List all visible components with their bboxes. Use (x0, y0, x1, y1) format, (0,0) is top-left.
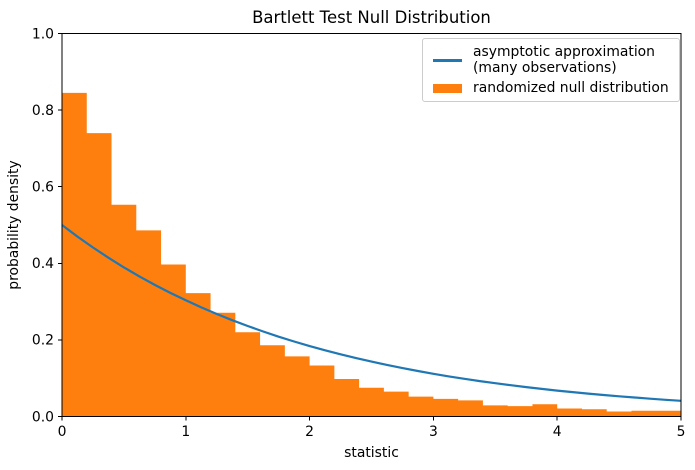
legend-hist-label: randomized null distribution (473, 79, 669, 96)
x-tick-label: 5 (677, 424, 686, 440)
x-tick-label: 2 (305, 424, 314, 440)
x-axis-label: statistic (344, 445, 399, 461)
legend-item-asymptotic: asymptotic approximation (many observati… (433, 44, 669, 77)
y-tick-label: 0.0 (32, 409, 54, 425)
legend-line-swatch (433, 59, 462, 62)
y-tick-label: 0.6 (32, 180, 54, 196)
x-tick-label: 4 (553, 424, 562, 440)
x-tick-label: 0 (58, 424, 67, 440)
y-axis-label: probability density (6, 160, 22, 289)
legend-item-randomized: randomized null distribution (433, 80, 669, 96)
axis-ticks: 0 1 2 3 4 5 0.0 0.2 0.4 0.6 0.8 1.0 (32, 26, 686, 440)
histogram-bars (62, 92, 681, 417)
histogram-series (62, 92, 681, 417)
line-series (61, 224, 682, 402)
y-tick-label: 0.2 (32, 333, 54, 349)
plot-border (61, 33, 682, 417)
asymptotic-curve (61, 224, 682, 402)
legend-hist-swatch (433, 83, 462, 93)
y-tick-label: 1.0 (32, 26, 54, 42)
chart-title: Bartlett Test Null Distribution (252, 8, 491, 27)
x-tick-label: 3 (429, 424, 438, 440)
x-tick-label: 1 (181, 424, 190, 440)
legend-line-label: asymptotic approximation (many observati… (473, 44, 655, 77)
y-tick-label: 0.4 (32, 256, 54, 272)
y-tick-label: 0.8 (32, 103, 54, 119)
legend: asymptotic approximation (many observati… (422, 38, 680, 103)
